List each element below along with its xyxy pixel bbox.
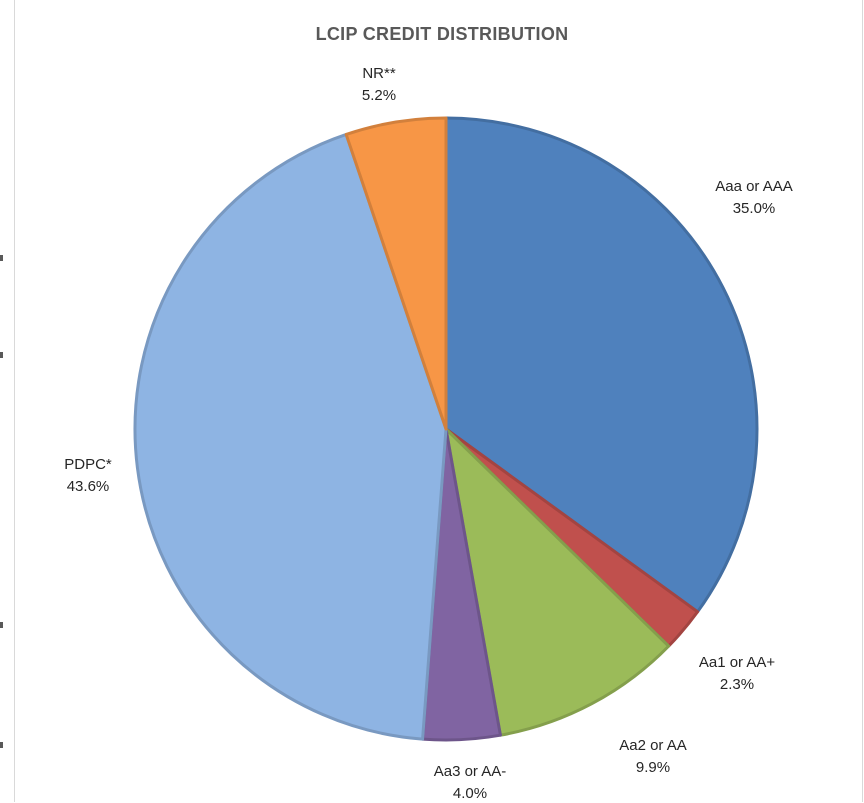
- pie-slice-aaa-or-aaa: [444, 116, 759, 614]
- slice-label-name: Aa2 or AA: [619, 737, 687, 754]
- slice-label-value: 35.0%: [733, 200, 776, 217]
- chart-frame: [14, 0, 863, 802]
- chart-title: LCIP CREDIT DISTRIBUTION: [315, 24, 569, 44]
- slice-label-value: 5.2%: [362, 87, 396, 104]
- pie-labels: Aaa or AAA 35.0% Aa1 or AA+ 2.3% Aa2 or AA 9.…: [64, 65, 793, 802]
- pie-slice-nr: [344, 116, 448, 431]
- pie-slice-aa2-or-aa: [444, 427, 671, 737]
- slice-label-name: Aa3 or AA-: [434, 763, 507, 780]
- slice-label-value: 43.6%: [67, 478, 110, 495]
- slice-label-name: Aaa or AAA: [715, 178, 793, 195]
- slice-label-name: NR**: [362, 65, 396, 82]
- slice-label-value: 2.3%: [720, 676, 754, 693]
- slice-label-value: 4.0%: [453, 785, 487, 802]
- slice-label-name: PDPC*: [64, 456, 112, 473]
- slice-label-name: Aa1 or AA+: [699, 654, 776, 671]
- slice-label-value: 9.9%: [636, 759, 670, 776]
- pie-slice-pdpc: [133, 132, 448, 741]
- pie-slices: [133, 116, 759, 742]
